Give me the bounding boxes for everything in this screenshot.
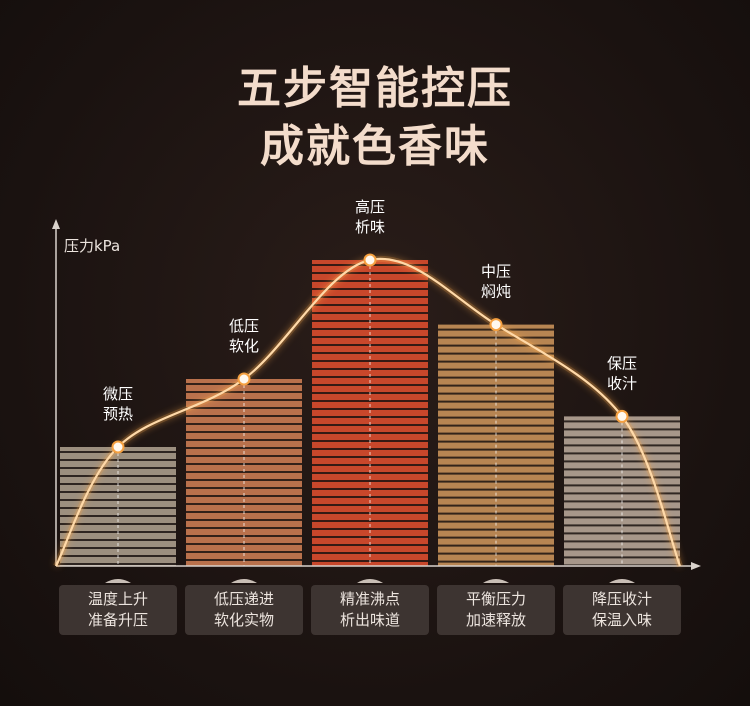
data-point: [489, 318, 503, 332]
bar: [312, 260, 428, 566]
bars-layer: [60, 260, 680, 567]
stage-line-2: 软化实物: [213, 611, 274, 629]
x-tick: [609, 579, 635, 583]
stage-description: 降压收汁 保温入味: [563, 585, 681, 635]
bar-category-label: 保压收汁: [607, 354, 637, 392]
x-tick: [231, 579, 257, 583]
x-tick: [483, 579, 509, 583]
data-point: [615, 409, 629, 423]
bar: [564, 416, 680, 567]
stage-line-2: 析出味道: [339, 611, 400, 629]
x-axis-arrow: [691, 562, 701, 570]
bar: [438, 324, 554, 566]
bar-category-label: 高压析味: [355, 198, 385, 236]
headline-line-2: 成就色香味: [260, 121, 490, 172]
stage-line-2: 保温入味: [591, 611, 652, 629]
data-point: [237, 372, 251, 386]
stage-line-1: 低压递进: [213, 590, 274, 608]
y-axis-arrow: [52, 219, 60, 229]
y-axis-label: 压力kPa: [64, 237, 120, 255]
stage-line-1: 降压收汁: [591, 590, 652, 608]
x-ticks: [105, 579, 635, 583]
stage-description: 平衡压力 加速释放: [437, 585, 555, 635]
x-tick: [105, 579, 131, 583]
x-tick: [357, 579, 383, 583]
stage-line-2: 准备升压: [87, 611, 148, 629]
bar: [60, 447, 176, 566]
data-point: [363, 253, 377, 267]
headline-line-1: 五步智能控压: [237, 63, 513, 114]
stage-description: 精准沸点 析出味道: [311, 585, 429, 635]
data-point: [111, 440, 125, 454]
pressure-curve-layer: [53, 253, 683, 568]
stage-line-1: 平衡压力: [465, 590, 526, 608]
stage-line-1: 精准沸点: [339, 590, 400, 608]
bar-category-label: 中压焖炖: [481, 263, 511, 301]
stage-line-2: 加速释放: [465, 611, 526, 629]
bar: [186, 379, 302, 566]
stage-description: 温度上升 准备升压: [59, 585, 177, 635]
stage-line-1: 温度上升: [87, 590, 148, 608]
bar-category-label: 微压预热: [103, 385, 133, 423]
stage-description: 低压递进 软化实物: [185, 585, 303, 635]
bar-category-label: 低压软化: [229, 317, 259, 355]
axes: 压力kPa: [52, 219, 701, 570]
